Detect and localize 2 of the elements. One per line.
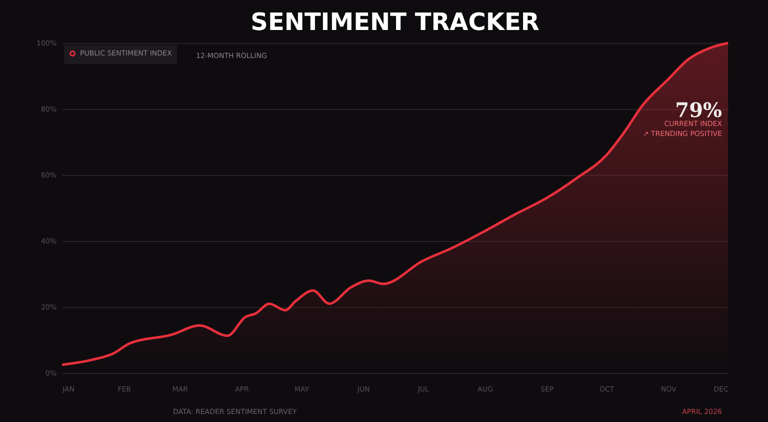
annotation: 79% xyxy=(675,98,722,122)
chart-title: SENTIMENT TRACKER xyxy=(250,8,540,36)
